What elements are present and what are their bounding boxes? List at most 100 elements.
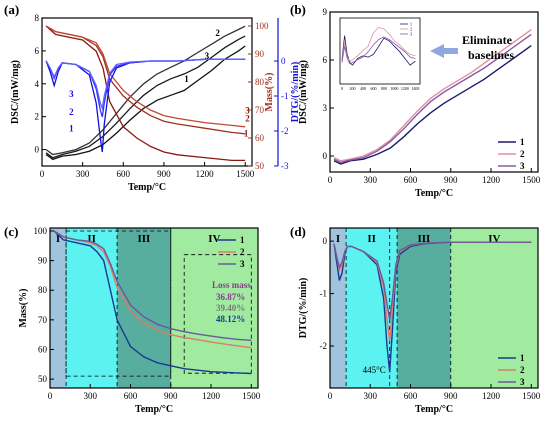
x-tick-label: 300 [76,169,90,179]
x-tick-label: 1200 [196,169,215,179]
panel-label: (b) [290,2,306,17]
panel-label: (a) [4,2,19,17]
legend-label: 1 [520,137,525,147]
x-tick-label: 1200 [482,175,501,185]
inset-x-tick-label: 1000 [390,86,398,91]
region-label: III [138,233,151,245]
x-tick-label: 1500 [522,391,541,401]
legend-label: 2 [240,247,245,257]
y-tick-label: 9 [323,7,328,17]
y-tick-label: 0 [323,236,328,246]
y-tick-label: 4 [35,79,40,89]
x-tick-label: 900 [164,391,178,401]
inset-legend-label: 2 [410,27,412,32]
x-tick-label: 1200 [482,391,501,401]
inset-x-tick-label: 1200 [401,86,409,91]
x-tick-label: 600 [404,391,418,401]
inset-legend-label: 3 [410,32,412,37]
y-tick-label: -1 [281,91,289,101]
y-tick-label: 70 [38,315,48,325]
y-tick-label: 80 [38,285,48,295]
y-tick-label: 100 [34,226,48,236]
legend-label: 3 [520,161,525,171]
y-tick-label: 80 [255,77,265,87]
x-axis-label: Temp/°C [135,404,173,415]
region-label: I [336,233,340,245]
y-tick-label: 3 [323,103,328,113]
curve-number-label: 2 [245,114,250,124]
series-line [333,33,532,164]
y-axis-label: DSC/(mW/mg) [298,60,309,124]
inset-legend-label: 1 [410,22,412,27]
plot-frame [49,227,259,389]
series-line [53,230,252,375]
loss-mass-value: 36.87% [216,292,245,302]
y-tick-label: 70 [255,105,265,115]
region-band [330,228,347,388]
panel-b: 0 300 600 900 1200 1500Temp/°C0369DSC/(mW/mg)… [290,2,541,199]
inset-x-tick-label: 600 [370,86,376,91]
legend-label: 3 [240,259,245,269]
panel-a: 0 300 600 900 1200 1500Temp/°C02468DSC/(mW/mg… [4,2,301,193]
y-tick-label: 0 [281,56,286,66]
legend-label: 2 [520,149,525,159]
x-tick-label: 600 [124,391,138,401]
y-tick-label: -2 [320,341,328,351]
x-tick-label: 600 [404,175,418,185]
y-tick-label: 60 [38,344,48,354]
series-line [45,25,246,128]
inset-x-tick-label: 800 [381,86,387,91]
curve-number-label: 2 [69,107,74,117]
region-label: I [56,233,60,245]
plot-frame [41,17,253,167]
region-label: II [87,233,96,245]
x-tick-label: 0 [48,391,53,401]
loss-mass-title: Loss mass [212,280,251,290]
curve-number-label: 1 [184,74,189,84]
inset-x-tick-label: 400 [360,86,366,91]
y-tick-label: 90 [38,256,48,266]
series-line [45,25,246,162]
loss-mass-value: 39.40% [216,303,245,313]
dashed-box [183,254,252,374]
region-label: IV [488,233,500,245]
legend-label: 2 [520,365,525,375]
annotation-eliminate-baselines: Eliminate baselines [462,33,514,62]
arrow-icon [430,44,458,58]
y-tick-label: 8 [35,13,40,23]
series-line [53,230,252,341]
y-tick-label: -3 [281,161,289,171]
x-tick-label: 1200 [202,391,221,401]
y-tick-label: -2 [281,126,289,136]
inset-x-tick-label: 1400 [411,86,419,91]
y-axis-label: DTG/(%/min) [298,278,309,339]
y-tick-label: 100 [255,21,269,31]
y-tick-label: 90 [255,49,265,59]
series-line [333,241,532,320]
curve-number-label: 1 [69,123,74,133]
y-axis-label: Mass(%) [264,73,275,112]
y-axis-label: DTG/(%/min) [290,62,301,123]
y-tick-label: 6 [323,55,328,65]
series-line [45,35,246,159]
series-line [45,58,246,111]
x-axis-label: Temp/°C [415,404,453,415]
y-tick-label: 0 [35,145,40,155]
x-tick-label: 0 [328,391,333,401]
x-tick-label: 300 [364,175,378,185]
inset-x-tick-label: 200 [349,86,355,91]
region-band [397,228,451,388]
x-tick-label: 1500 [242,391,261,401]
region-label: III [418,233,431,245]
y-tick-label: 6 [35,46,40,56]
x-tick-label: 900 [444,175,458,185]
inset-series-line [341,36,416,65]
x-tick-label: 1500 [522,175,541,185]
region-band [450,228,538,388]
y-tick-label: 50 [255,161,265,171]
region-band [117,228,171,388]
x-tick-label: 0 [40,169,45,179]
x-tick-label: 0 [328,175,333,185]
y-tick-label: 2 [35,112,40,122]
